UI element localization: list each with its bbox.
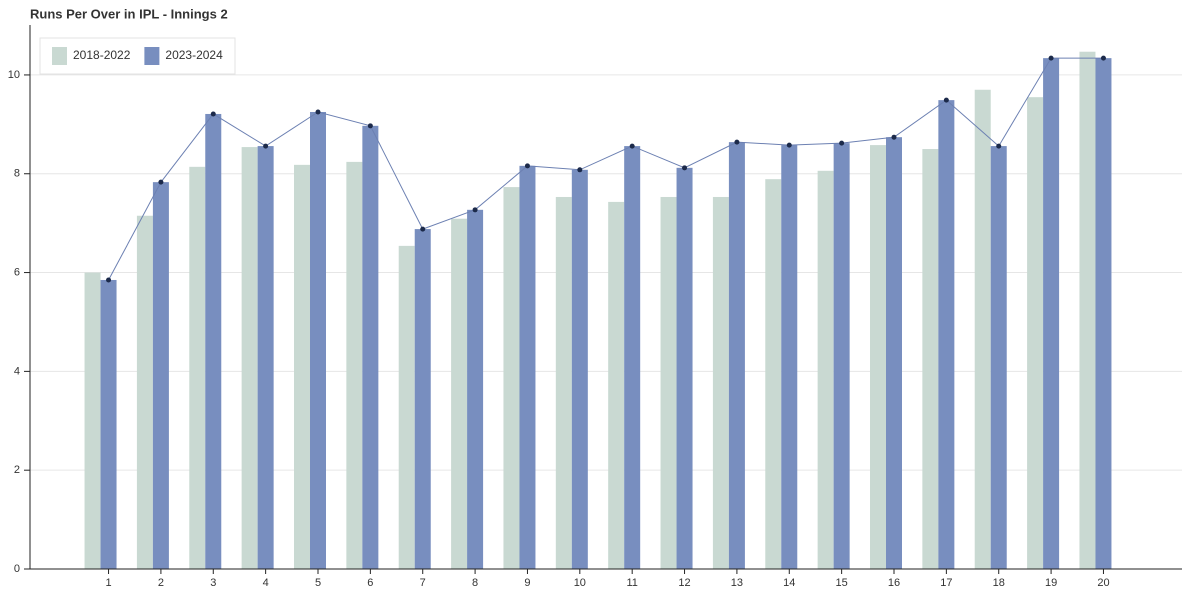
bar [624, 146, 641, 569]
bar [1027, 97, 1044, 570]
trend-marker [472, 207, 478, 213]
x-tick-label: 10 [574, 577, 586, 589]
bar [346, 161, 363, 569]
x-tick-label: 11 [626, 577, 637, 589]
trend-marker [891, 134, 897, 140]
y-tick-label: 0 [14, 563, 20, 575]
y-tick-label: 4 [14, 365, 20, 377]
bar [152, 182, 169, 569]
trend-marker [786, 142, 792, 148]
bar [712, 196, 729, 570]
y-tick-label: 10 [8, 69, 20, 81]
bar [205, 113, 222, 569]
x-tick-label: 17 [940, 577, 952, 589]
bar [660, 196, 677, 570]
bar [467, 209, 484, 569]
trend-marker [1100, 55, 1106, 61]
trend-marker [682, 165, 688, 171]
x-tick-label: 5 [315, 577, 321, 589]
bar [555, 196, 572, 570]
x-tick-label: 14 [783, 577, 795, 589]
bar [362, 125, 379, 570]
bar [414, 229, 431, 569]
trend-marker [106, 277, 112, 283]
trend-marker [734, 139, 740, 145]
bar [519, 165, 536, 569]
bar [257, 146, 274, 569]
x-tick-label: 15 [836, 577, 848, 589]
bar [870, 145, 886, 570]
x-tick-label: 18 [993, 577, 1005, 589]
trend-marker [315, 109, 321, 115]
x-tick-label: 9 [524, 577, 530, 589]
trend-marker [629, 143, 635, 149]
x-tick-label: 3 [210, 577, 216, 589]
bar [608, 201, 625, 569]
bar [922, 149, 939, 570]
bar [1043, 58, 1060, 569]
bar [728, 142, 745, 569]
bar [84, 272, 101, 569]
x-tick-label: 19 [1045, 577, 1057, 589]
legend-box [39, 37, 236, 75]
bar [676, 167, 693, 569]
trend-line [108, 57, 1104, 281]
x-tick-label: 6 [367, 577, 373, 589]
trend-marker [210, 111, 216, 117]
bar [398, 245, 415, 569]
legend-swatch [52, 47, 67, 65]
bar [310, 111, 326, 569]
trend-marker [420, 226, 426, 232]
trend-marker [577, 167, 583, 173]
x-tick-label: 20 [1097, 577, 1109, 589]
x-tick-label: 8 [472, 577, 478, 589]
trend-marker [996, 143, 1002, 149]
trend-marker [943, 97, 949, 103]
x-tick-label: 13 [731, 577, 743, 589]
bar [451, 218, 468, 569]
bar [765, 179, 782, 569]
trend-marker [158, 179, 164, 185]
y-tick-label: 2 [14, 464, 20, 476]
y-tick-label: 6 [14, 266, 20, 278]
x-tick-label: 1 [105, 577, 111, 589]
bar [1079, 51, 1096, 569]
legend-swatch [144, 47, 160, 65]
bar [136, 215, 153, 569]
x-tick-label: 16 [888, 577, 900, 589]
bar [974, 89, 991, 569]
bar [503, 187, 520, 570]
trend-marker [524, 163, 530, 169]
x-tick-label: 7 [420, 577, 426, 589]
trend-marker [367, 123, 373, 129]
x-tick-label: 2 [158, 577, 164, 589]
trend-marker [263, 143, 269, 149]
bar [189, 166, 206, 569]
bar [1095, 58, 1112, 569]
x-tick-label: 12 [678, 577, 690, 589]
bar [833, 143, 850, 570]
chart-title: Runs Per Over in IPL - Innings 2 [30, 6, 228, 21]
bar [781, 145, 798, 570]
bar [294, 164, 310, 569]
bar [817, 170, 834, 569]
legend-label: 2023-2024 [165, 48, 223, 62]
bar [571, 169, 588, 570]
bar [938, 100, 955, 569]
legend-label: 2018-2022 [73, 48, 131, 62]
trend-marker [1048, 55, 1054, 61]
trend-marker [839, 140, 845, 146]
bar [990, 146, 1007, 569]
bar [100, 279, 117, 569]
bar [241, 147, 258, 570]
bar [886, 137, 902, 570]
y-tick-label: 8 [14, 168, 20, 180]
x-tick-label: 4 [263, 577, 269, 589]
